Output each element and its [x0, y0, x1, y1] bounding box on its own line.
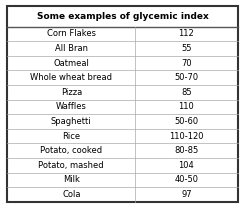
Text: Pizza: Pizza	[61, 88, 82, 97]
Text: Milk: Milk	[63, 176, 80, 185]
Text: 110-120: 110-120	[169, 132, 204, 141]
Text: Some examples of glycemic index: Some examples of glycemic index	[37, 12, 208, 21]
Text: Oatmeal: Oatmeal	[53, 59, 89, 68]
Text: 104: 104	[179, 161, 194, 170]
Text: Potato, cooked: Potato, cooked	[40, 146, 102, 155]
Text: Spaghetti: Spaghetti	[51, 117, 92, 126]
Text: 110: 110	[179, 102, 194, 111]
Text: 97: 97	[181, 190, 192, 199]
Text: Cola: Cola	[62, 190, 81, 199]
Text: 50-60: 50-60	[174, 117, 198, 126]
Text: 55: 55	[181, 44, 192, 53]
Text: Whole wheat bread: Whole wheat bread	[30, 73, 112, 82]
Text: 85: 85	[181, 88, 192, 97]
Text: Rice: Rice	[62, 132, 80, 141]
Text: Waffles: Waffles	[56, 102, 87, 111]
Text: All Bran: All Bran	[55, 44, 88, 53]
Text: 112: 112	[179, 29, 194, 39]
Text: 80-85: 80-85	[174, 146, 198, 155]
Text: Corn Flakes: Corn Flakes	[47, 29, 96, 39]
Text: 40-50: 40-50	[174, 176, 198, 185]
Text: Potato, mashed: Potato, mashed	[38, 161, 104, 170]
Text: 50-70: 50-70	[174, 73, 198, 82]
Text: 70: 70	[181, 59, 192, 68]
